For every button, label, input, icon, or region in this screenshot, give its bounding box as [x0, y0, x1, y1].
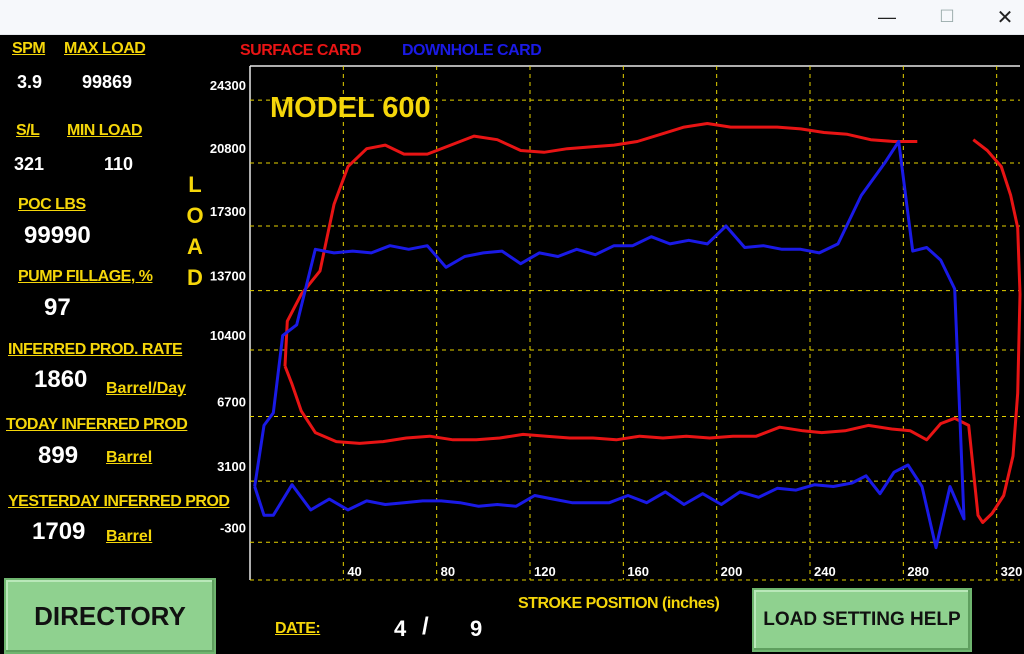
y-tick-label: 3100 — [217, 459, 246, 474]
close-icon[interactable]: ✕ — [996, 6, 1014, 29]
date-day: 9 — [470, 616, 483, 641]
chart-grid — [249, 65, 1020, 581]
y-tick-label: 20800 — [210, 141, 246, 156]
yesterday-value: 1709 — [32, 518, 86, 545]
poc-value: 99990 — [24, 222, 91, 249]
today-unit: Barrel — [106, 449, 153, 466]
spm-value: 3.9 — [17, 72, 43, 92]
y-tick-label: 6700 — [217, 394, 246, 409]
yesterday-unit: Barrel — [106, 528, 153, 545]
sl-value: 321 — [14, 154, 45, 174]
minimize-icon[interactable]: — — [878, 6, 896, 27]
today-label: TODAY INFERRED PROD — [6, 416, 188, 433]
sl-label: S/L — [16, 122, 40, 139]
min-load-label: MIN LOAD — [67, 122, 143, 139]
surface-card-line — [283, 122, 918, 367]
load-letter: L — [188, 172, 202, 197]
rate-label: INFERRED PROD. RATE — [8, 341, 183, 358]
y-tick-label: 17300 — [210, 204, 246, 219]
x-tick-label: 240 — [814, 564, 836, 579]
max-load-value: 99869 — [82, 72, 133, 92]
date-month: 4 — [394, 616, 407, 641]
x-tick-label: 120 — [534, 564, 556, 579]
date-separator: / — [422, 613, 429, 640]
min-load-value: 110 — [104, 154, 134, 174]
yesterday-label: YESTERDAY INFERRED PROD — [8, 493, 230, 510]
x-tick-label: 320 — [1001, 564, 1023, 579]
spm-label: SPM — [12, 40, 46, 57]
today-value: 899 — [38, 442, 79, 469]
surface-card-line — [283, 138, 1022, 524]
legend-surface-card: SURFACE CARD — [240, 42, 362, 59]
directory-button[interactable]: DIRECTORY — [4, 578, 216, 654]
x-tick-label: 40 — [347, 564, 361, 579]
date-label: DATE: — [275, 620, 321, 637]
x-tick-label: 200 — [721, 564, 743, 579]
x-tick-label: 280 — [907, 564, 929, 579]
x-axis-label: STROKE POSITION (inches) — [518, 595, 720, 612]
maximize-icon[interactable]: ☐ — [939, 7, 955, 26]
fillage-label: PUMP FILLAGE, % — [18, 268, 153, 285]
rate-unit: Barrel/Day — [106, 380, 187, 397]
x-tick-label: 160 — [627, 564, 649, 579]
downhole-card-line — [253, 140, 966, 550]
max-load-label: MAX LOAD — [64, 40, 146, 57]
legend-downhole-card: DOWNHOLE CARD — [402, 42, 542, 59]
load-letter: D — [187, 265, 203, 290]
chart-series — [253, 122, 1022, 550]
y-tick-label: 10400 — [210, 328, 246, 343]
load-setting-help-button[interactable]: LOAD SETTING HELP — [752, 588, 972, 652]
load-letter: A — [187, 234, 203, 259]
y-tick-label: -300 — [220, 520, 246, 535]
window-titlebar: — ☐ ✕ — [0, 0, 1024, 35]
x-tick-label: 80 — [441, 564, 455, 579]
load-letter: O — [186, 203, 204, 228]
y-tick-label: 13700 — [210, 269, 246, 284]
rate-value: 1860 — [34, 366, 88, 393]
chart-tick-labels: 40 80 120 160 200 240 280 320 -300 3100 6700 10400 1… — [210, 78, 1023, 579]
poc-label: POC LBS — [18, 196, 86, 213]
fillage-value: 97 — [44, 294, 71, 321]
chart-title: MODEL 600 — [270, 92, 431, 124]
y-tick-label: 24300 — [210, 78, 246, 93]
